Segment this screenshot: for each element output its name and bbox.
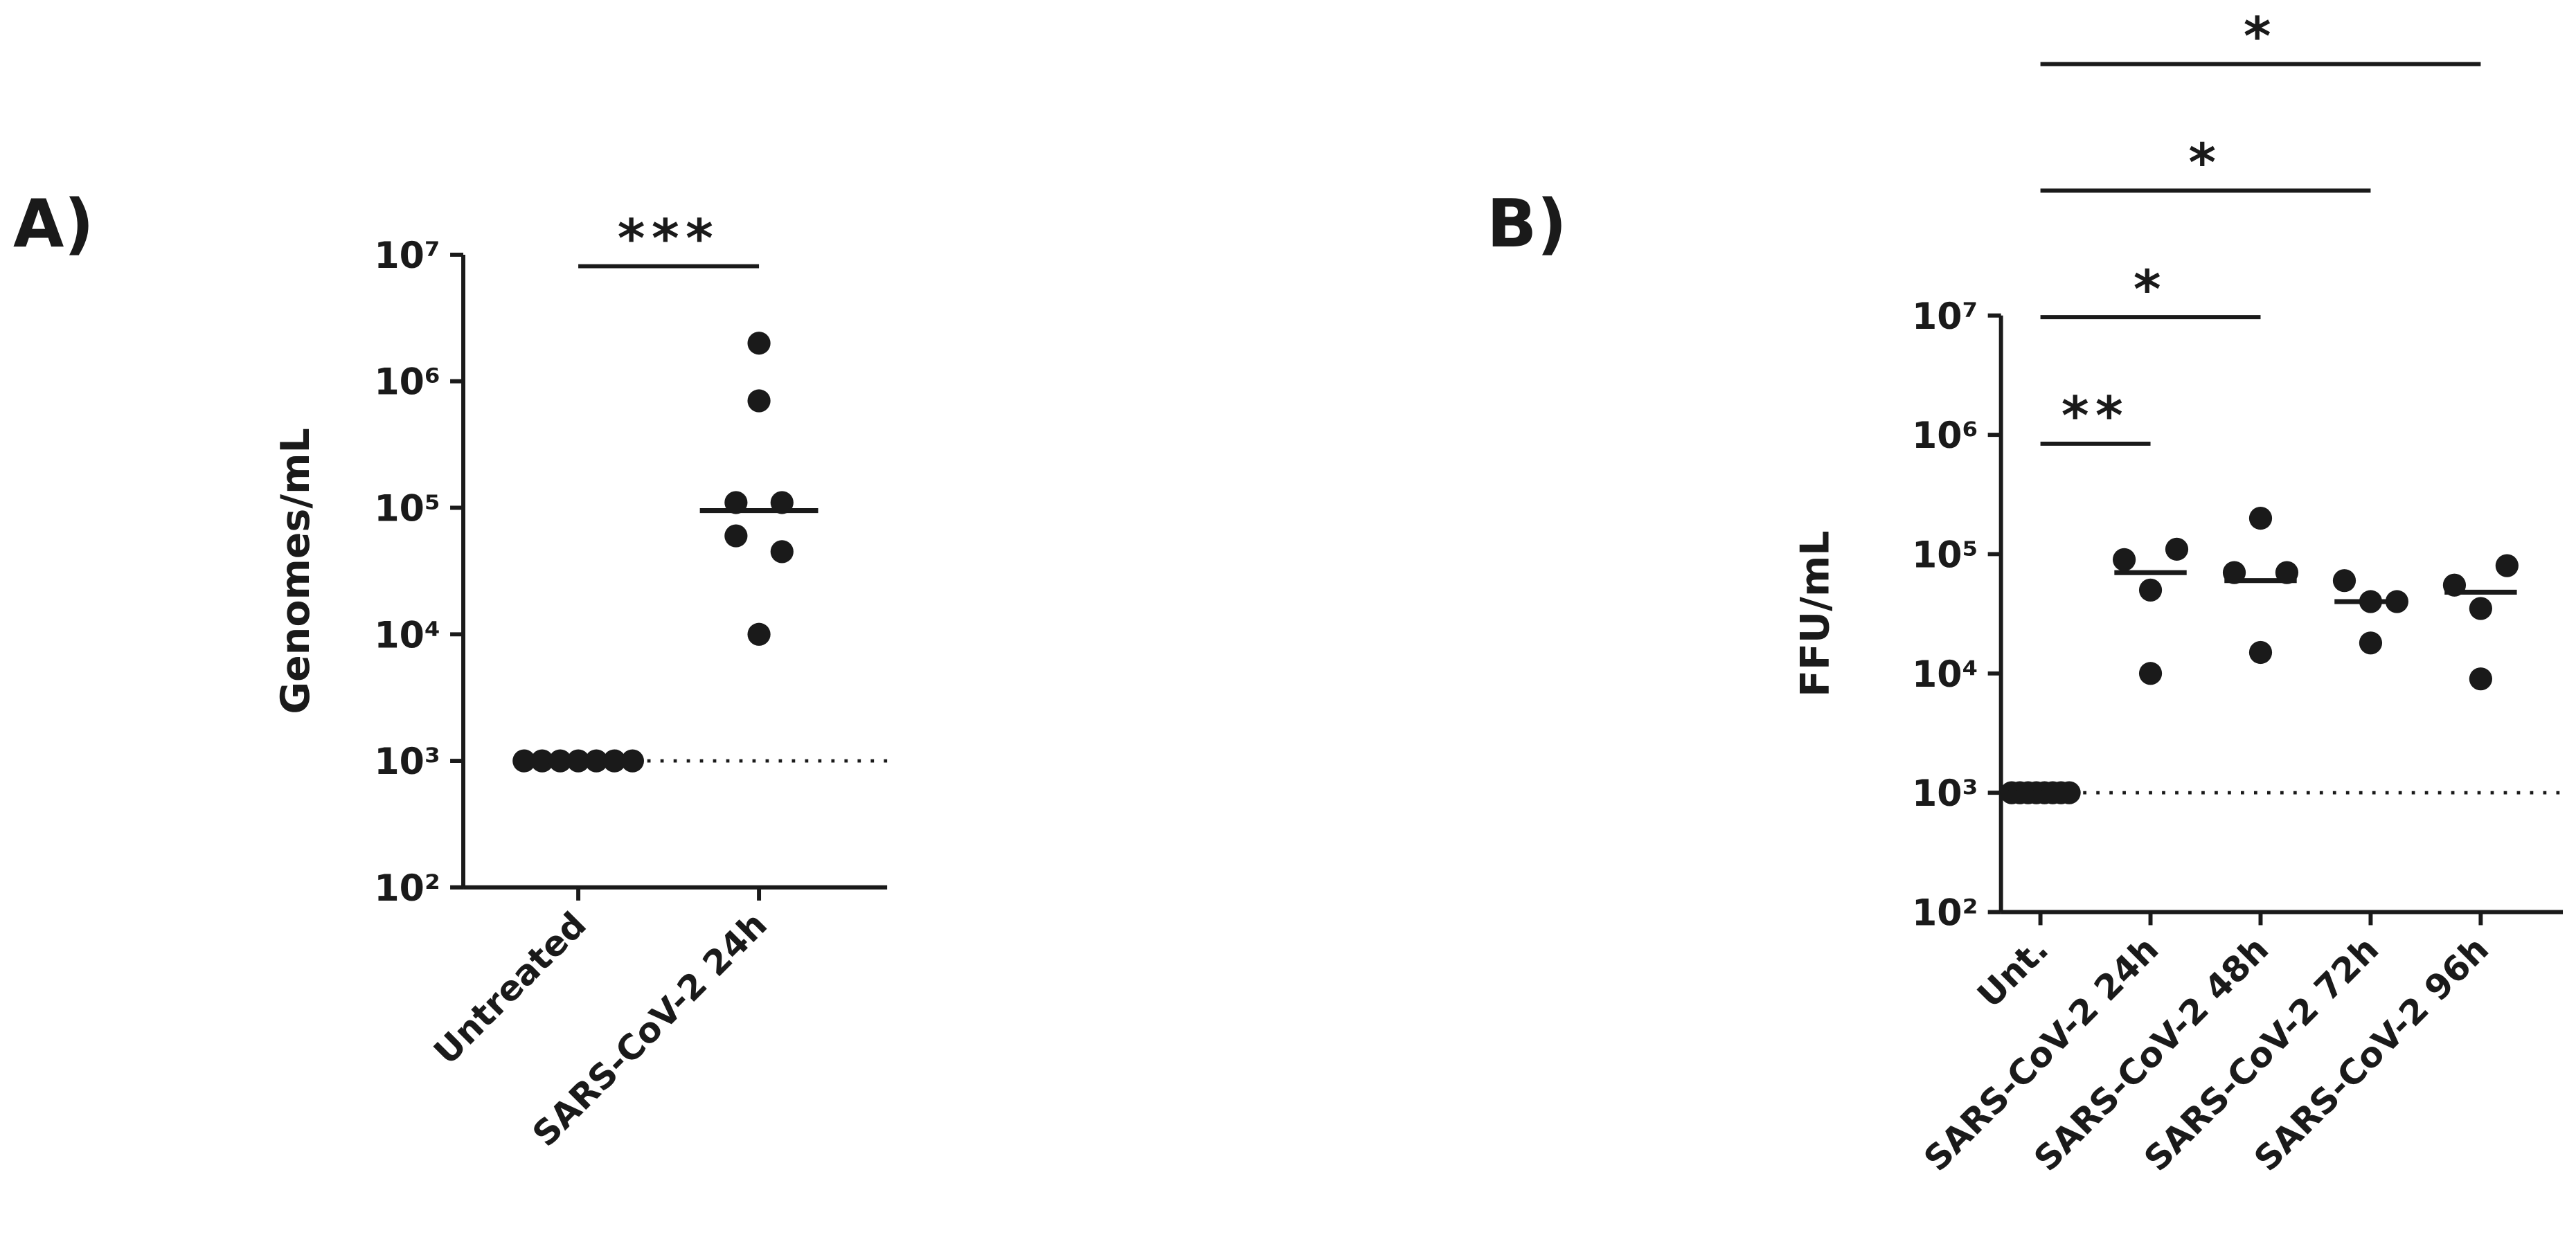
panel-label: A) <box>13 186 94 262</box>
data-point <box>2332 569 2356 593</box>
significance-label: * <box>2244 6 2278 66</box>
data-point <box>2495 554 2519 577</box>
data-point <box>2138 578 2163 602</box>
data-point <box>2359 631 2383 655</box>
significance-label: * <box>2134 259 2167 320</box>
y-tick-label: 10⁴ <box>374 615 440 656</box>
y-tick-label: 10³ <box>374 741 440 783</box>
panel-label: B) <box>1487 186 1567 262</box>
data-point <box>747 332 771 355</box>
data-point <box>2248 640 2273 665</box>
x-tick-label: Untreated <box>426 904 593 1072</box>
y-tick-label: 10³ <box>1912 773 1978 815</box>
data-point <box>2165 537 2189 561</box>
y-tick-label: 10⁷ <box>1912 296 1978 338</box>
data-point <box>724 524 748 548</box>
significance-label: *** <box>618 208 720 269</box>
significance-label: * <box>2188 132 2222 193</box>
y-tick-label: 10⁴ <box>1912 654 1978 696</box>
data-point <box>2469 597 2493 620</box>
y-tick-label: 10⁶ <box>1912 415 1978 457</box>
data-point <box>747 389 771 413</box>
data-point <box>770 540 794 564</box>
data-point <box>2469 667 2493 691</box>
y-tick-label: 10⁷ <box>374 235 440 277</box>
data-point <box>2112 548 2136 571</box>
y-tick-label: 10⁵ <box>374 488 440 530</box>
y-tick-label: 10² <box>1912 892 1978 934</box>
data-point <box>747 622 771 646</box>
y-tick-label: 10² <box>374 868 440 910</box>
significance-label: ** <box>2061 386 2129 447</box>
y-axis-label: Genomes/mL <box>273 428 319 714</box>
y-tick-label: 10⁵ <box>1912 534 1978 576</box>
y-tick-label: 10⁶ <box>374 362 440 404</box>
data-point <box>2248 506 2273 530</box>
x-tick-label: Unt. <box>1969 929 2056 1016</box>
data-point <box>2138 662 2163 685</box>
y-axis-label: FFU/mL <box>1793 530 1839 697</box>
